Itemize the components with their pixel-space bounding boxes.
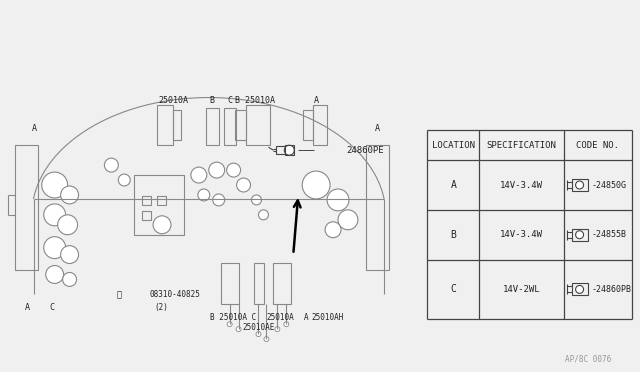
Text: B 25010A C: B 25010A C bbox=[211, 313, 257, 322]
Bar bbox=[142, 211, 151, 220]
Circle shape bbox=[302, 171, 330, 199]
Circle shape bbox=[227, 322, 232, 327]
Circle shape bbox=[252, 195, 262, 205]
Text: 08310-40825: 08310-40825 bbox=[149, 290, 200, 299]
Circle shape bbox=[338, 210, 358, 230]
Bar bbox=[15, 145, 38, 269]
Bar bbox=[285, 145, 294, 155]
Bar bbox=[572, 179, 588, 191]
Text: A: A bbox=[26, 303, 30, 312]
Circle shape bbox=[264, 337, 269, 341]
Bar bbox=[276, 146, 286, 154]
Text: Ⓢ: Ⓢ bbox=[116, 290, 122, 299]
Text: -24860PB: -24860PB bbox=[591, 285, 632, 294]
Circle shape bbox=[118, 174, 130, 186]
Circle shape bbox=[275, 327, 280, 332]
Bar bbox=[366, 145, 388, 269]
Circle shape bbox=[325, 222, 341, 238]
Text: A: A bbox=[451, 180, 456, 190]
Bar bbox=[224, 109, 236, 145]
Circle shape bbox=[44, 237, 66, 259]
Circle shape bbox=[227, 163, 241, 177]
Circle shape bbox=[575, 181, 584, 189]
Circle shape bbox=[237, 178, 250, 192]
Text: B: B bbox=[451, 230, 456, 240]
Text: A: A bbox=[304, 313, 308, 322]
Bar bbox=[253, 263, 264, 304]
Circle shape bbox=[42, 172, 68, 198]
Circle shape bbox=[58, 215, 77, 235]
Text: 14V-3.4W: 14V-3.4W bbox=[500, 180, 543, 189]
Text: SPECIFICATION: SPECIFICATION bbox=[486, 141, 556, 150]
Bar bbox=[157, 106, 173, 145]
Circle shape bbox=[61, 186, 79, 204]
Bar bbox=[157, 196, 166, 205]
Circle shape bbox=[575, 231, 584, 239]
Circle shape bbox=[327, 189, 349, 211]
Bar bbox=[313, 106, 327, 145]
Bar bbox=[246, 106, 271, 145]
Bar bbox=[173, 110, 181, 140]
Text: 24860PE: 24860PE bbox=[346, 146, 383, 155]
Bar bbox=[134, 175, 184, 235]
Text: (2): (2) bbox=[154, 303, 168, 312]
Circle shape bbox=[104, 158, 118, 172]
Bar bbox=[221, 263, 239, 304]
Text: 25010AE: 25010AE bbox=[243, 323, 275, 332]
Circle shape bbox=[209, 162, 225, 178]
Circle shape bbox=[198, 189, 210, 201]
Text: 25010AH: 25010AH bbox=[312, 313, 344, 322]
Text: LOCATION: LOCATION bbox=[432, 141, 475, 150]
Text: AP/8C 0076: AP/8C 0076 bbox=[565, 355, 611, 363]
Circle shape bbox=[61, 246, 79, 263]
Circle shape bbox=[284, 145, 294, 155]
Circle shape bbox=[575, 285, 584, 294]
Circle shape bbox=[259, 210, 268, 220]
Circle shape bbox=[284, 322, 289, 327]
Bar bbox=[273, 263, 291, 304]
Circle shape bbox=[153, 216, 171, 234]
Text: 25010A: 25010A bbox=[158, 96, 188, 105]
Text: C: C bbox=[227, 96, 232, 105]
Text: 25010A: 25010A bbox=[266, 313, 294, 322]
Circle shape bbox=[44, 204, 66, 226]
Text: C: C bbox=[49, 303, 54, 312]
Text: 14V-2WL: 14V-2WL bbox=[502, 285, 540, 294]
Text: -24855B: -24855B bbox=[591, 230, 627, 239]
Text: C: C bbox=[451, 284, 456, 294]
Circle shape bbox=[212, 194, 225, 206]
Circle shape bbox=[63, 273, 77, 286]
Text: A: A bbox=[375, 124, 380, 133]
Text: CODE NO.: CODE NO. bbox=[577, 141, 620, 150]
Circle shape bbox=[45, 266, 63, 283]
Text: A: A bbox=[32, 124, 37, 133]
Bar bbox=[206, 109, 219, 145]
Circle shape bbox=[191, 167, 207, 183]
Text: B: B bbox=[209, 96, 214, 105]
Circle shape bbox=[256, 332, 261, 337]
Text: B 25010A: B 25010A bbox=[236, 96, 275, 105]
Text: -24850G: -24850G bbox=[591, 180, 627, 189]
Bar bbox=[142, 196, 151, 205]
Bar bbox=[235, 110, 246, 140]
Text: 14V-3.4W: 14V-3.4W bbox=[500, 230, 543, 239]
Circle shape bbox=[236, 327, 241, 332]
Bar bbox=[572, 283, 588, 295]
Bar bbox=[303, 110, 313, 140]
Text: A: A bbox=[314, 96, 319, 105]
Bar bbox=[572, 229, 588, 241]
